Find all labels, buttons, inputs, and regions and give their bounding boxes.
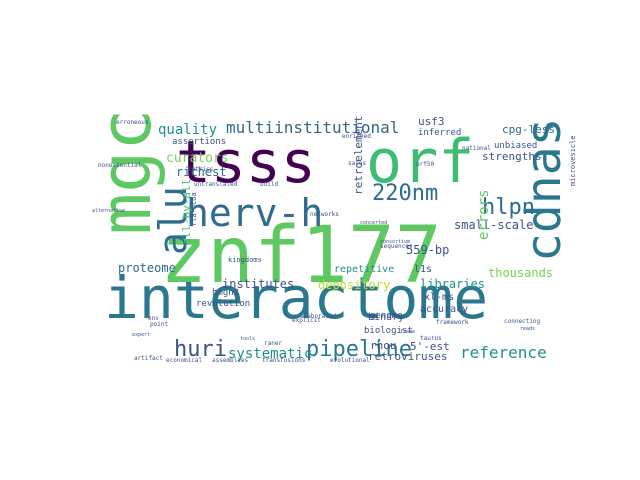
cloud-word: explicit [292, 317, 321, 324]
cloud-word: orf [366, 127, 474, 197]
cloud-word: rta-ncoa [190, 192, 198, 226]
cloud-word: genome [370, 311, 403, 321]
cloud-word: erroneous [116, 119, 149, 126]
cloud-word: enriched [342, 133, 371, 140]
cloud-word: env [148, 315, 159, 322]
cloud-word: tsss [176, 128, 316, 196]
cloud-word: reads [520, 326, 535, 332]
cloud-word: biologist [364, 326, 413, 336]
cloud-word: 220nm [372, 181, 438, 206]
cloud-word: unbiased [494, 141, 537, 151]
cloud-word: rhou [370, 339, 397, 352]
cloud-word: assemblies [212, 357, 249, 364]
cloud-word: all-by-all [180, 179, 193, 245]
cloud-word: cpg-less [502, 123, 555, 136]
cloud-word: sequences [380, 243, 413, 250]
cloud-word: systematic [228, 346, 312, 362]
cloud-word: reference [460, 343, 547, 362]
cloud-word: sales [348, 160, 366, 167]
cloud-word: microvesicle [569, 135, 577, 186]
cloud-word: national [462, 145, 491, 152]
cloud-word: mgc [85, 109, 167, 235]
cloud-word: interactome [104, 264, 488, 332]
cloud-word: kingdoms [228, 256, 262, 264]
cloud-word: multiinstitutional [226, 118, 399, 137]
cloud-word: strengths [482, 150, 542, 163]
cloud-word: hlpn [482, 195, 535, 220]
cloud-word: thousands [488, 266, 553, 280]
cloud-word: elaborated [300, 313, 337, 320]
cloud-word: znf177 [160, 211, 442, 301]
cloud-word: hmgn2 [212, 288, 239, 298]
cloud-word: errors [476, 189, 492, 240]
cloud-word: framework [436, 319, 469, 326]
cloud-word: institutes [222, 277, 294, 291]
cloud-word: networks [310, 211, 339, 218]
cloud-word: xl-ms [424, 292, 454, 303]
cloud-word: alternative [92, 208, 125, 214]
cloud-word: nonessential [98, 162, 142, 169]
cloud-word: economical [166, 357, 203, 364]
cloud-word: retroviruses [368, 350, 447, 363]
cloud-word: alu [151, 186, 195, 255]
cloud-word: consortium [380, 239, 410, 245]
cloud-word: accuracy [420, 304, 468, 315]
cloud-word: richest [176, 165, 227, 179]
cloud-word: pipeline [306, 337, 412, 362]
cloud-word: orf50 [416, 161, 434, 168]
cloud-word: taurus [420, 335, 442, 342]
cloud-word: raner [264, 340, 282, 347]
cloud-word: repetitive [334, 264, 394, 275]
cloud-word: expert [132, 332, 150, 338]
cloud-word: evolutional [330, 357, 370, 364]
cloud-word: curators [166, 151, 229, 166]
cloud-word: revolution [196, 299, 250, 309]
cloud-word: libraries [420, 277, 485, 291]
cloud-word: 559-bp [406, 243, 449, 257]
cloud-word: small-scale [454, 218, 533, 232]
cloud-word: usf3 [418, 115, 445, 128]
cloud-word: concerted [360, 220, 387, 226]
cloud-word: metrics [188, 166, 214, 173]
cloud-word: binary [368, 312, 404, 323]
cloud-word: untranslated [194, 181, 238, 188]
cloud-word: point [150, 321, 168, 328]
cloud-word: 5'-est [410, 340, 450, 353]
cloud-word: proteome [118, 261, 176, 275]
cloud-word: huri [174, 337, 227, 362]
cloud-word: connecting [504, 318, 541, 325]
cloud-word: l1s [414, 264, 432, 275]
cloud-word: inferred [418, 128, 461, 138]
cloud-word: herv-h [186, 191, 323, 235]
cloud-word: depository [318, 278, 390, 292]
cloud-word: cdnas [516, 118, 572, 263]
cloud-word: retroelement [352, 116, 365, 195]
cloud-word: tools [240, 336, 255, 342]
cloud-word: assertions [172, 137, 226, 147]
cloud-word: build [260, 181, 278, 188]
cloud-word: artifact [134, 355, 163, 362]
cloud-word: transfusions [262, 357, 306, 364]
cloud-word: frame [400, 329, 415, 335]
cloud-word: quality [158, 122, 217, 138]
